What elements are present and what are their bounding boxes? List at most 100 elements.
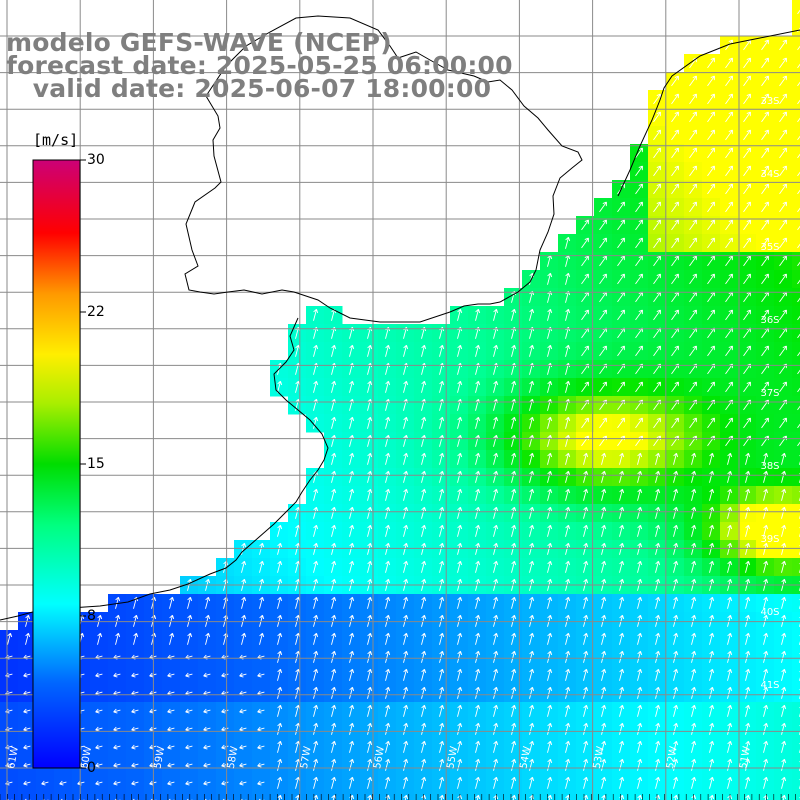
wind-arrow bbox=[709, 560, 715, 573]
wind-arrow bbox=[457, 380, 463, 393]
wind-arrow bbox=[709, 686, 715, 699]
wind-arrow bbox=[511, 722, 517, 735]
wind-arrow bbox=[725, 93, 733, 105]
wind-arrow bbox=[689, 111, 697, 123]
wind-arrow bbox=[457, 650, 463, 663]
wind-arrow bbox=[547, 470, 553, 483]
wind-arrow bbox=[331, 596, 337, 609]
wind-arrow bbox=[457, 686, 463, 699]
wind-arrow bbox=[167, 744, 175, 750]
wind-arrow bbox=[367, 488, 373, 501]
wind-arrow bbox=[635, 237, 643, 249]
wind-arrow bbox=[313, 488, 319, 501]
wind-arrow bbox=[439, 344, 445, 357]
wind-arrow bbox=[725, 129, 733, 141]
wind-arrow bbox=[331, 470, 337, 483]
wind-arrow bbox=[221, 672, 229, 678]
wind-arrow bbox=[475, 308, 481, 321]
wind-arrow bbox=[511, 506, 517, 519]
wind-arrow bbox=[635, 201, 643, 213]
wind-arrow bbox=[709, 740, 715, 753]
longitude-label: 59W bbox=[153, 745, 168, 769]
wind-arrow bbox=[439, 470, 445, 483]
wind-arrow bbox=[565, 758, 571, 771]
wind-cell bbox=[792, 720, 800, 739]
wind-arrow bbox=[313, 308, 319, 321]
wind-arrow bbox=[565, 722, 571, 735]
wind-cell bbox=[162, 792, 181, 800]
wind-arrow bbox=[475, 704, 481, 717]
wind-arrow bbox=[41, 780, 49, 786]
wind-arrow bbox=[725, 165, 733, 177]
wind-arrow bbox=[671, 147, 679, 159]
wind-arrow bbox=[601, 686, 607, 699]
wind-arrow bbox=[403, 560, 409, 573]
wind-arrow bbox=[421, 614, 427, 627]
wind-arrow bbox=[259, 632, 265, 645]
wind-arrow bbox=[745, 794, 751, 800]
wind-arrow bbox=[761, 147, 769, 159]
wind-arrow bbox=[6, 798, 13, 800]
wind-arrow bbox=[763, 758, 769, 771]
wind-arrow bbox=[707, 93, 715, 105]
wind-arrow bbox=[529, 506, 535, 519]
wind-arrow bbox=[689, 147, 697, 159]
wind-arrow bbox=[349, 686, 355, 699]
wind-arrow bbox=[565, 308, 571, 321]
wind-arrow bbox=[493, 542, 499, 555]
wind-cell bbox=[0, 792, 19, 800]
wind-arrow bbox=[637, 668, 643, 681]
wind-arrow bbox=[637, 542, 643, 555]
wind-arrow bbox=[547, 614, 553, 627]
wind-cell bbox=[792, 270, 800, 289]
wind-arrow bbox=[439, 686, 445, 699]
wind-arrow bbox=[403, 668, 409, 681]
wind-arrow bbox=[331, 650, 337, 663]
wind-arrow bbox=[781, 470, 787, 483]
wind-arrow bbox=[691, 722, 697, 735]
wind-arrow bbox=[277, 704, 283, 717]
wind-arrow bbox=[619, 560, 625, 573]
wind-arrow bbox=[421, 506, 427, 519]
wind-arrow bbox=[763, 704, 769, 717]
wind-arrow bbox=[583, 704, 589, 717]
wind-cell bbox=[792, 378, 800, 397]
wind-arrow bbox=[457, 704, 463, 717]
wind-arrow bbox=[743, 201, 751, 213]
wind-arrow bbox=[781, 596, 787, 609]
wind-arrow bbox=[673, 614, 679, 627]
wind-arrow bbox=[797, 423, 800, 429]
wind-arrow bbox=[619, 614, 625, 627]
longitude-labels: 61W 60W 59W 58W 57W 56W 55W 54W 53W 52W 51W bbox=[6, 745, 753, 769]
wind-arrow bbox=[367, 614, 373, 627]
wind-arrow bbox=[403, 740, 409, 753]
wind-arrow bbox=[743, 75, 751, 87]
wind-arrow bbox=[367, 722, 373, 735]
wind-arrow bbox=[745, 632, 751, 645]
wind-cell bbox=[198, 792, 217, 800]
wind-arrow bbox=[781, 704, 787, 717]
wind-arrow bbox=[601, 758, 607, 771]
wind-arrow bbox=[403, 524, 409, 537]
wind-arrow bbox=[114, 798, 121, 800]
wind-arrow bbox=[565, 596, 571, 609]
wind-arrow bbox=[115, 596, 121, 609]
wind-arrow bbox=[547, 488, 553, 501]
wind-arrow bbox=[259, 614, 265, 627]
wind-arrow bbox=[493, 794, 499, 800]
wind-arrow bbox=[204, 798, 211, 800]
wind-arrow bbox=[475, 344, 481, 357]
wind-arrow bbox=[493, 452, 499, 465]
wind-arrow bbox=[709, 506, 715, 519]
wind-cell bbox=[792, 666, 800, 685]
wind-arrow bbox=[421, 722, 427, 735]
wind-arrow bbox=[529, 614, 535, 627]
wind-cell bbox=[126, 792, 145, 800]
wind-arrow bbox=[637, 488, 643, 501]
wind-arrow bbox=[277, 650, 283, 663]
wind-arrow bbox=[727, 452, 733, 465]
wind-arrow bbox=[493, 488, 499, 501]
wind-arrow bbox=[707, 381, 715, 393]
wind-arrow bbox=[25, 632, 31, 645]
wind-arrow bbox=[258, 798, 265, 800]
